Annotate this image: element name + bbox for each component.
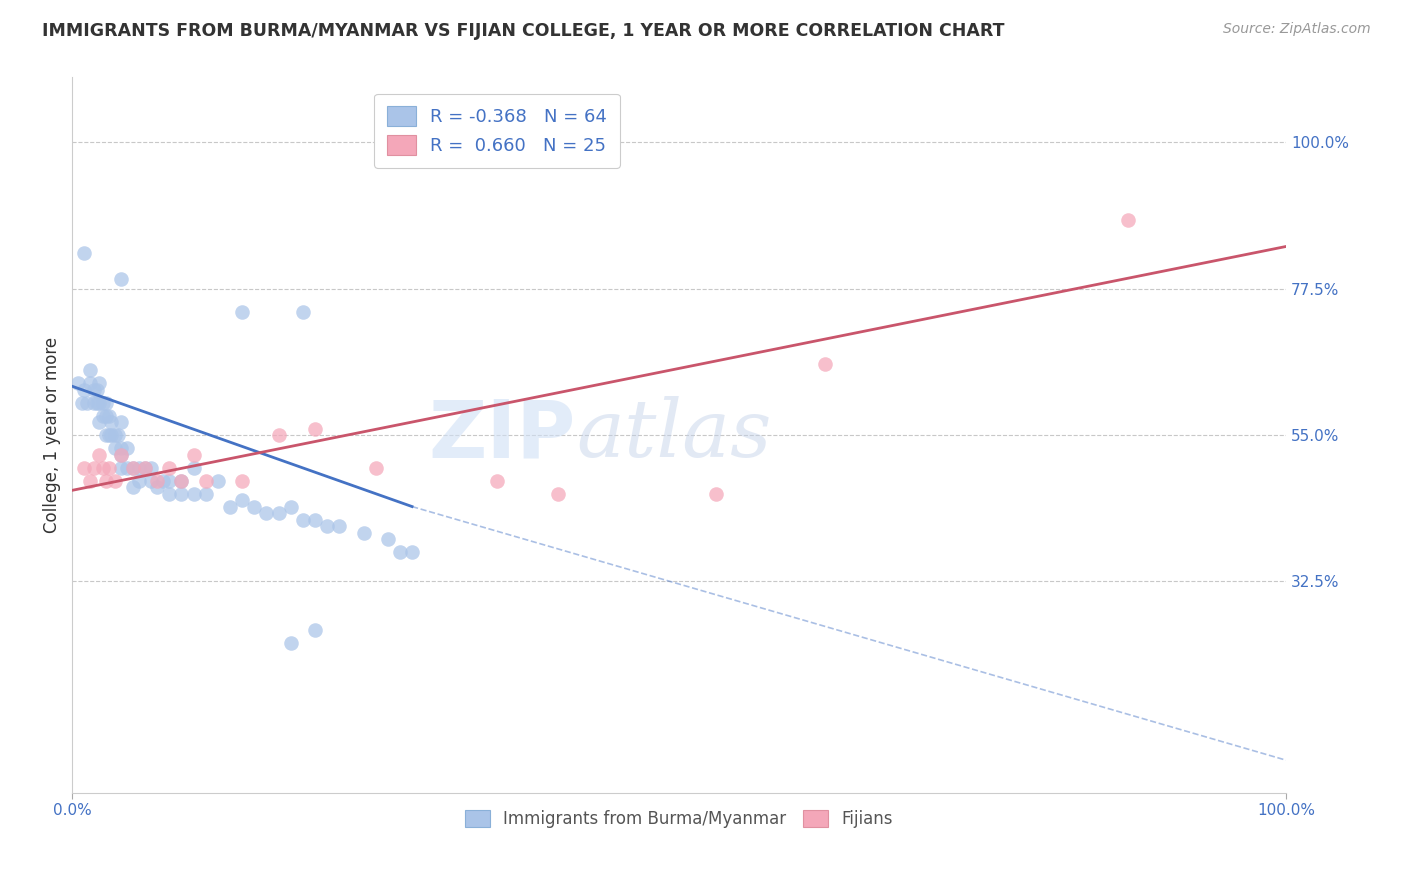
Point: [100, 428, 122, 442]
Point: [86, 395, 108, 409]
Point: [76, 395, 98, 409]
Point: [73, 246, 96, 260]
Text: ZIP: ZIP: [429, 396, 576, 474]
Point: [547, 486, 569, 500]
Point: [291, 512, 314, 526]
Point: [67, 376, 90, 390]
Point: [128, 460, 150, 475]
Point: [231, 304, 253, 318]
Point: [96, 409, 118, 423]
Point: [194, 474, 217, 488]
Point: [86, 383, 108, 397]
Point: [243, 500, 266, 514]
Point: [104, 441, 127, 455]
Point: [73, 460, 96, 475]
Point: [304, 512, 326, 526]
Point: [328, 519, 350, 533]
Text: IMMIGRANTS FROM BURMA/MYANMAR VS FIJIAN COLLEGE, 1 YEAR OR MORE CORRELATION CHAR: IMMIGRANTS FROM BURMA/MYANMAR VS FIJIAN …: [42, 22, 1005, 40]
Point: [194, 486, 217, 500]
Point: [183, 448, 205, 462]
Point: [280, 500, 302, 514]
Point: [122, 460, 145, 475]
Text: Source: ZipAtlas.com: Source: ZipAtlas.com: [1223, 22, 1371, 37]
Point: [814, 357, 837, 371]
Point: [128, 474, 150, 488]
Point: [401, 545, 423, 559]
Point: [97, 460, 120, 475]
Y-axis label: College, 1 year or more: College, 1 year or more: [44, 337, 60, 533]
Point: [100, 415, 122, 429]
Legend: Immigrants from Burma/Myanmar, Fijians: Immigrants from Burma/Myanmar, Fijians: [458, 803, 900, 834]
Point: [110, 448, 132, 462]
Point: [110, 460, 132, 475]
Point: [96, 395, 118, 409]
Point: [73, 383, 96, 397]
Point: [183, 486, 205, 500]
Point: [157, 474, 180, 488]
Point: [267, 506, 290, 520]
Point: [704, 486, 727, 500]
Point: [364, 460, 387, 475]
Point: [139, 474, 162, 488]
Point: [91, 409, 114, 423]
Point: [291, 304, 314, 318]
Point: [304, 421, 326, 435]
Point: [79, 474, 101, 488]
Point: [79, 363, 101, 377]
Point: [87, 415, 110, 429]
Point: [110, 441, 132, 455]
Point: [316, 519, 339, 533]
Point: [1116, 213, 1139, 227]
Point: [87, 395, 110, 409]
Point: [304, 623, 326, 637]
Point: [97, 409, 120, 423]
Point: [231, 474, 253, 488]
Point: [96, 428, 118, 442]
Point: [87, 376, 110, 390]
Point: [96, 474, 118, 488]
Point: [231, 493, 253, 508]
Point: [104, 428, 127, 442]
Point: [97, 428, 120, 442]
Point: [91, 395, 114, 409]
Point: [170, 474, 193, 488]
Point: [152, 474, 174, 488]
Point: [267, 428, 290, 442]
Point: [70, 395, 93, 409]
Point: [170, 486, 193, 500]
Point: [157, 460, 180, 475]
Point: [486, 474, 509, 488]
Point: [87, 448, 110, 462]
Point: [157, 486, 180, 500]
Point: [110, 272, 132, 286]
Point: [146, 480, 169, 494]
Point: [107, 428, 129, 442]
Text: atlas: atlas: [576, 396, 772, 474]
Point: [388, 545, 411, 559]
Point: [183, 460, 205, 475]
Point: [91, 460, 114, 475]
Point: [110, 415, 132, 429]
Point: [104, 474, 127, 488]
Point: [115, 441, 138, 455]
Point: [170, 474, 193, 488]
Point: [83, 383, 105, 397]
Point: [146, 474, 169, 488]
Point: [207, 474, 229, 488]
Point: [134, 460, 156, 475]
Point: [134, 460, 156, 475]
Point: [377, 532, 399, 546]
Point: [115, 460, 138, 475]
Point: [353, 525, 375, 540]
Point: [79, 376, 101, 390]
Point: [254, 506, 277, 520]
Point: [139, 460, 162, 475]
Point: [122, 460, 145, 475]
Point: [219, 500, 242, 514]
Point: [83, 395, 105, 409]
Point: [110, 448, 132, 462]
Point: [122, 480, 145, 494]
Point: [280, 636, 302, 650]
Point: [83, 460, 105, 475]
